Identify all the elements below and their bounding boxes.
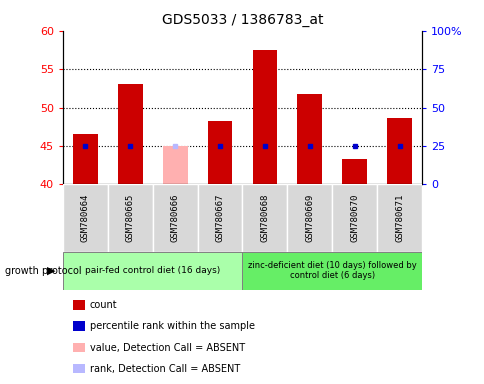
Bar [73,134,98,184]
Text: GSM780671: GSM780671 [394,194,403,242]
Text: GSM780666: GSM780666 [170,194,180,242]
Bar [118,84,142,184]
Bar [342,159,366,184]
Bar [197,184,242,252]
Bar [107,184,152,252]
Text: ▶: ▶ [46,266,55,276]
Text: pair-fed control diet (16 days): pair-fed control diet (16 days) [85,266,220,275]
Bar [242,252,421,290]
Bar [332,184,377,252]
Text: GSM780667: GSM780667 [215,194,224,242]
Text: zinc-deficient diet (10 days) followed by
control diet (6 days): zinc-deficient diet (10 days) followed b… [247,261,416,280]
Text: GSM780668: GSM780668 [260,194,269,242]
Text: GSM780664: GSM780664 [81,194,90,242]
Text: GSM780670: GSM780670 [349,194,359,242]
Text: GSM780665: GSM780665 [125,194,135,242]
Text: percentile rank within the sample: percentile rank within the sample [90,321,254,331]
Text: growth protocol: growth protocol [5,266,81,276]
Bar [242,184,287,252]
Bar [376,184,421,252]
Bar [386,118,411,184]
Text: count: count [90,300,117,310]
Bar [152,184,197,252]
Title: GDS5033 / 1386783_at: GDS5033 / 1386783_at [162,13,322,27]
Bar [63,184,107,252]
Bar [207,121,232,184]
Text: value, Detection Call = ABSENT: value, Detection Call = ABSENT [90,343,244,353]
Bar [163,146,187,184]
Bar [287,184,332,252]
Text: rank, Detection Call = ABSENT: rank, Detection Call = ABSENT [90,364,240,374]
Bar [297,94,321,184]
Bar [252,50,277,184]
Text: GSM780669: GSM780669 [304,194,314,242]
Bar [63,252,242,290]
